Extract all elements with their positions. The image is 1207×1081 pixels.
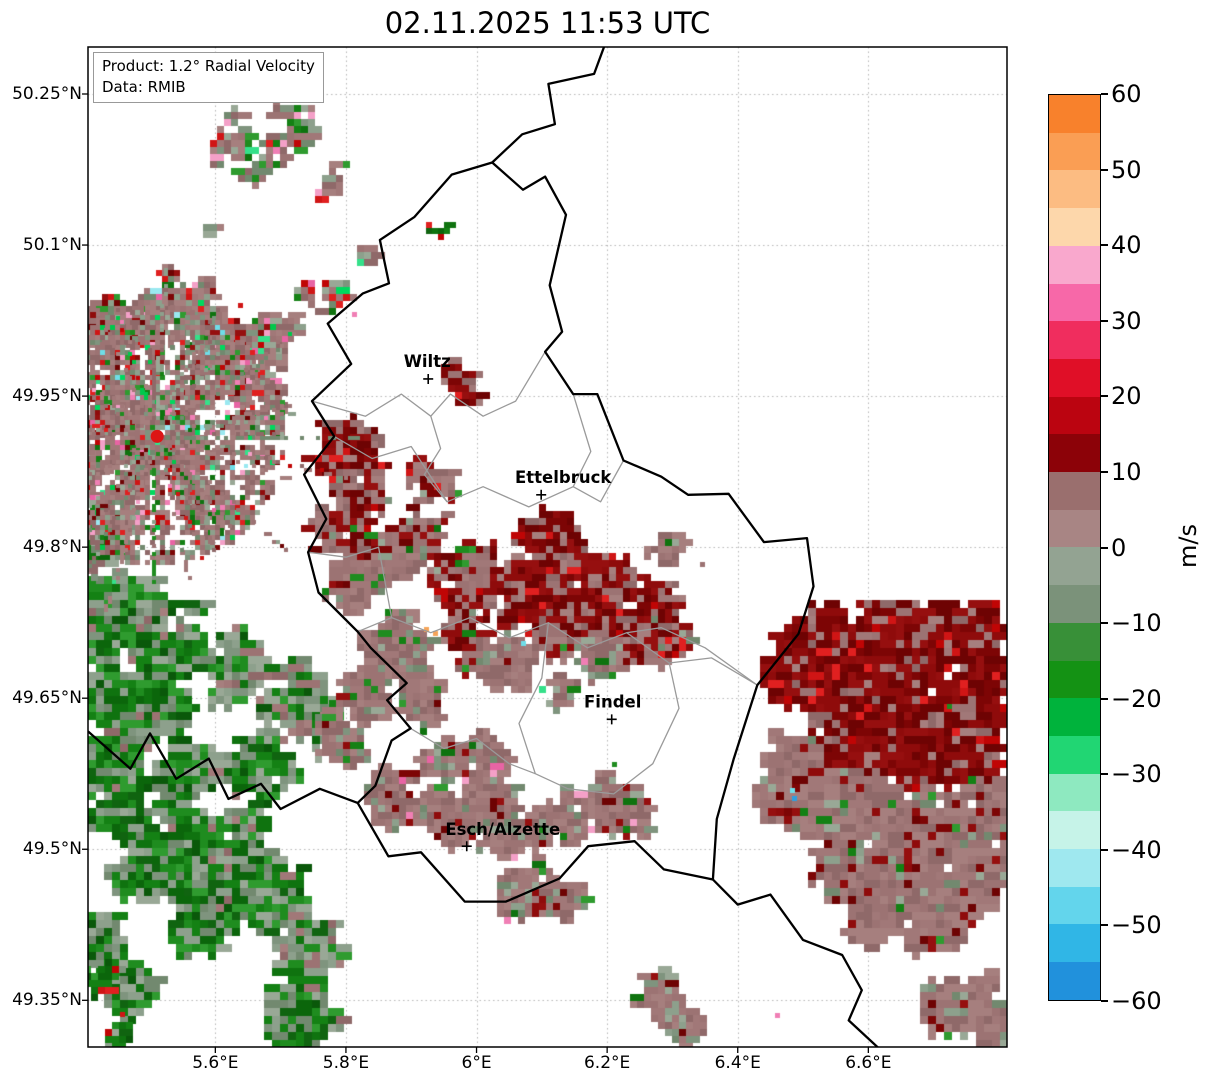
colorbar-segment — [1049, 622, 1100, 661]
product-label: Product: 1.2° Radial Velocity — [102, 57, 315, 75]
colorbar-tick-label: −40 — [1111, 835, 1162, 864]
x-axis-tick-label: 5.6°E — [192, 1053, 239, 1073]
y-axis-tick-label: 49.5°N — [22, 839, 82, 860]
colorbar-tick-label: 40 — [1111, 231, 1142, 260]
colorbar-tick-mark — [1101, 622, 1108, 625]
product-info-box: Product: 1.2° Radial Velocity Data: RMIB — [93, 52, 324, 103]
colorbar-segment — [1049, 321, 1100, 359]
colorbar-segment — [1049, 698, 1100, 736]
colorbar-segment — [1049, 283, 1100, 322]
colorbar-tick-mark — [1101, 773, 1108, 776]
colorbar-segment — [1049, 547, 1100, 586]
colorbar-tick-label: 60 — [1111, 80, 1142, 108]
y-axis-tick-label: 49.8°N — [22, 537, 82, 558]
colorbar-segment — [1049, 208, 1100, 246]
colorbar-segment — [1049, 735, 1100, 774]
colorbar-tick-label: −30 — [1111, 760, 1162, 789]
colorbar-segment — [1049, 358, 1100, 397]
colorbar-tick-mark — [1101, 924, 1108, 927]
colorbar-unit-label: m/s — [1174, 524, 1202, 568]
x-axis-tick-label: 6°E — [461, 1053, 492, 1073]
colorbar-tick-label: −10 — [1111, 609, 1162, 638]
colorbar-tick-mark — [1101, 546, 1108, 549]
colorbar-segment — [1049, 886, 1100, 925]
colorbar-segment — [1049, 396, 1100, 435]
data-source-label: Data: RMIB — [102, 78, 186, 96]
y-axis-tick-label: 49.65°N — [12, 688, 82, 709]
colorbar-segment — [1049, 962, 1100, 1000]
colorbar-tick-mark — [1101, 168, 1108, 171]
colorbar-tick-label: −60 — [1111, 987, 1162, 1015]
x-axis-tick-label: 5.8°E — [322, 1053, 370, 1073]
colorbar-segment — [1049, 509, 1100, 548]
colorbar-tick-mark — [1101, 1000, 1108, 1002]
colorbar-tick-label: 30 — [1111, 306, 1142, 335]
colorbar-tick-mark — [1101, 395, 1108, 398]
colorbar-tick-label: 10 — [1111, 457, 1142, 486]
colorbar-segment — [1049, 170, 1100, 209]
colorbar-segment — [1049, 472, 1100, 510]
colorbar-segment — [1049, 132, 1100, 171]
colorbar-segment — [1049, 95, 1100, 133]
colorbar-tick-label: 0 — [1111, 533, 1127, 562]
colorbar-segment — [1049, 773, 1100, 812]
x-axis-tick-label: 6.4°E — [714, 1053, 761, 1073]
colorbar-tick-mark — [1101, 319, 1108, 322]
colorbar-tick-mark — [1101, 848, 1108, 851]
figure-title: 02.11.2025 11:53 UTC — [384, 6, 711, 40]
colorbar-tick-label: 20 — [1111, 382, 1142, 411]
x-axis-tick-label: 6.2°E — [583, 1053, 631, 1073]
colorbar-segment — [1049, 924, 1100, 963]
radar-echo-layer — [88, 47, 1007, 1047]
colorbar — [1048, 94, 1101, 1001]
y-axis-tick-label: 49.35°N — [12, 990, 82, 1011]
colorbar-tick-label: −20 — [1111, 684, 1162, 713]
colorbar-tick-label: 50 — [1111, 155, 1142, 184]
colorbar-segment — [1049, 585, 1100, 623]
colorbar-tick-mark — [1101, 93, 1108, 95]
colorbar-segment — [1049, 849, 1100, 887]
map-plot — [88, 47, 1007, 1047]
colorbar-segment — [1049, 434, 1100, 473]
colorbar-segment — [1049, 660, 1100, 699]
colorbar-tick-mark — [1101, 244, 1108, 247]
colorbar-segment — [1049, 245, 1100, 284]
x-axis-tick-label: 6.6°E — [845, 1053, 892, 1073]
y-axis-tick-label: 49.95°N — [12, 386, 82, 407]
colorbar-segment — [1049, 811, 1100, 850]
colorbar-tick-mark — [1101, 697, 1108, 700]
colorbar-tick-label: −50 — [1111, 911, 1162, 940]
y-axis-tick-label: 50.1°N — [22, 235, 82, 256]
y-axis-tick-label: 50.25°N — [12, 84, 82, 104]
colorbar-tick-mark — [1101, 470, 1108, 473]
